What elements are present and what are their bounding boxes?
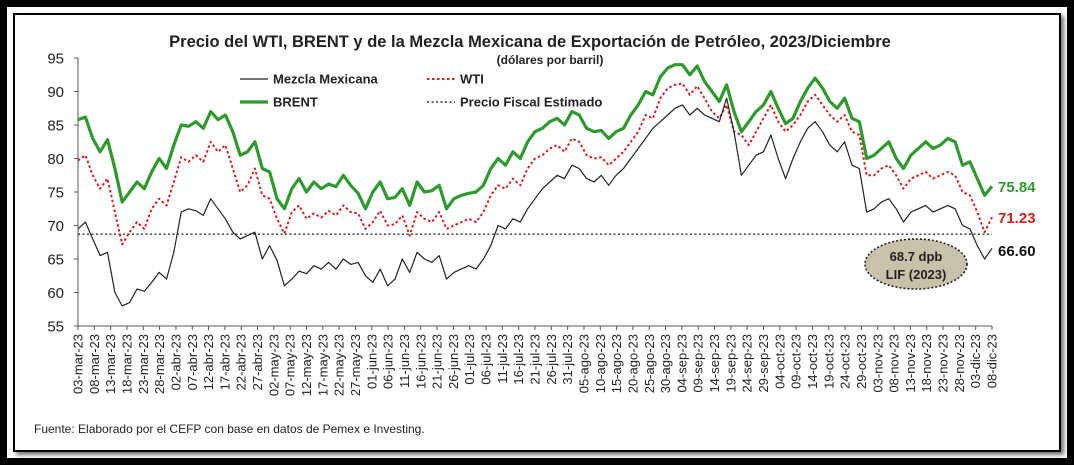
x-tick-label: 08-dic-23 <box>985 334 1000 388</box>
x-tick-label: 09-sep-23 <box>691 334 706 393</box>
x-tick-label: 01-jul-23 <box>462 334 477 385</box>
chart-title: Precio del WTI, BRENT y de la Mezcla Mex… <box>169 33 891 51</box>
x-tick-label: 23-nov-23 <box>936 334 951 393</box>
x-tick-label: 23-mar-23 <box>136 334 151 394</box>
x-tick-label: 11-jul-23 <box>495 334 510 384</box>
legend-label: WTI <box>460 72 484 87</box>
x-tick-label: 08-mar-23 <box>87 334 102 394</box>
y-tick-label: 95 <box>47 51 64 68</box>
chart-panel <box>13 13 1061 452</box>
x-tick-label: 24-oct-23 <box>838 334 853 389</box>
x-tick-label: 13-mar-23 <box>103 334 118 394</box>
x-tick-label: 30-ago-23 <box>658 334 673 393</box>
x-tick-label: 19-oct-23 <box>821 334 836 389</box>
x-tick-label: 07-may-23 <box>283 334 298 396</box>
x-tick-label: 20-ago-23 <box>625 334 640 393</box>
badge-label: LIF (2023) <box>886 267 947 282</box>
x-tick-label: 26-jul-23 <box>544 334 559 385</box>
y-tick-label: 75 <box>47 185 64 202</box>
x-axis: 03-mar-23 08-mar-23 13-mar-23 18-mar-23 23-m… <box>71 325 1000 396</box>
end-labels: 75.84 71.23 66.60 <box>998 179 1036 260</box>
x-tick-label: 09-oct-23 <box>789 334 804 389</box>
y-axis: 55 60 65 70 75 80 85 90 95 <box>47 51 79 336</box>
x-tick-label: 01-jun-23 <box>364 334 379 389</box>
x-tick-label: 31-jul-23 <box>560 334 575 385</box>
legend: Mezcla Mexicana WTI BRENT Precio Fiscal Est… <box>240 72 602 110</box>
x-tick-label: 16-jun-23 <box>413 334 428 389</box>
legend-label: BRENT <box>273 95 318 110</box>
y-tick-label: 60 <box>47 285 64 302</box>
x-tick-label: 24-sep-23 <box>740 334 755 393</box>
x-tick-label: 21-jul-23 <box>528 334 543 385</box>
x-tick-label: 05-ago-23 <box>576 334 591 393</box>
x-tick-label: 25-ago-23 <box>642 334 657 393</box>
y-tick-label: 65 <box>47 252 64 269</box>
series-line-wti <box>77 82 993 246</box>
x-tick-label: 03-dic-23 <box>968 334 983 388</box>
x-tick-label: 17-abr-23 <box>217 334 232 390</box>
x-tick-label: 18-nov-23 <box>919 334 934 393</box>
x-tick-label: 10-ago-23 <box>593 334 608 393</box>
x-tick-label: 22-may-23 <box>332 334 347 396</box>
x-tick-label: 29-sep-23 <box>756 334 771 393</box>
x-tick-label: 07-abr-23 <box>185 334 200 390</box>
x-tick-label: 19-sep-23 <box>723 334 738 393</box>
y-tick-label: 55 <box>47 319 64 336</box>
end-label-wti: 71.23 <box>998 210 1036 227</box>
x-tick-label: 02-abr-23 <box>168 334 183 390</box>
x-tick-label: 13-nov-23 <box>903 334 918 393</box>
x-tick-label: 15-ago-23 <box>609 334 624 393</box>
series-line-mezcla-mexicana <box>77 97 993 307</box>
y-tick-label: 70 <box>47 218 64 235</box>
x-tick-label: 14-oct-23 <box>805 334 820 389</box>
x-tick-label: 18-mar-23 <box>119 334 134 394</box>
x-tick-label: 27-may-23 <box>348 334 363 396</box>
x-tick-label: 26-jun-23 <box>446 334 461 389</box>
series-lines <box>77 63 994 307</box>
chart-subtitle: (dólares por barril) <box>497 53 604 67</box>
series-line-brent <box>77 63 994 211</box>
x-tick-label: 11-jun-23 <box>397 334 412 388</box>
x-tick-label: 14-sep-23 <box>707 334 722 393</box>
x-tick-label: 27-abr-23 <box>250 334 265 390</box>
x-tick-label: 06-jul-23 <box>479 334 494 385</box>
y-tick-label: 80 <box>47 151 64 168</box>
x-tick-label: 21-jun-23 <box>430 334 445 389</box>
badge-ellipse <box>864 238 968 290</box>
x-tick-label: 03-mar-23 <box>71 334 86 394</box>
x-tick-label: 04-oct-23 <box>772 334 787 389</box>
fiscal-price-badge: 68.7 dpb LIF (2023) <box>864 238 968 290</box>
badge-value: 68.7 dpb <box>890 249 943 264</box>
y-tick-label: 90 <box>47 84 64 101</box>
x-tick-label: 17-may-23 <box>315 334 330 396</box>
x-tick-label: 16-jul-23 <box>511 334 526 385</box>
x-tick-label: 03-nov-23 <box>870 334 885 393</box>
legend-label: Mezcla Mexicana <box>273 72 379 87</box>
x-tick-label: 04-sep-23 <box>674 334 689 393</box>
legend-label: Precio Fiscal Estimado <box>460 95 602 110</box>
y-tick-label: 85 <box>47 118 64 135</box>
x-tick-label: 02-may-23 <box>266 334 281 396</box>
x-tick-label: 06-jun-23 <box>381 334 396 389</box>
x-tick-label: 08-nov-23 <box>887 334 902 393</box>
end-label-brent: 75.84 <box>998 179 1036 196</box>
x-tick-label: 12-abr-23 <box>201 334 216 390</box>
x-tick-label: 29-oct-23 <box>854 334 869 389</box>
end-label-mezcla-mexicana: 66.60 <box>998 243 1036 260</box>
x-tick-label: 22-abr-23 <box>234 334 249 390</box>
x-tick-label: 12-may-23 <box>299 334 314 396</box>
source-note: Fuente: Elaborado por el CEFP con base e… <box>34 422 425 436</box>
x-tick-label: 28-nov-23 <box>952 334 967 393</box>
x-tick-label: 28-mar-23 <box>152 334 167 394</box>
